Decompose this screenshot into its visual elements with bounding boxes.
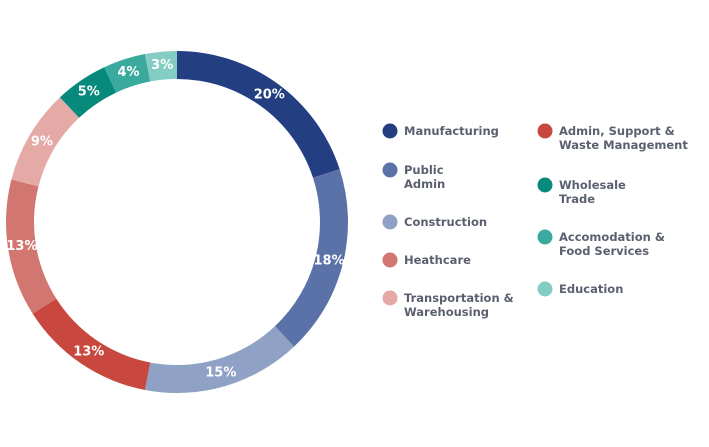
legend-label: Waste Management — [559, 138, 688, 152]
slice-labels: 20% 18% 15% 13% 13% 9% 5% 4% 3% — [6, 58, 344, 380]
legend-swatch — [382, 290, 398, 306]
slice-value-label: 20% — [254, 87, 285, 102]
donut-slice-6 — [11, 97, 80, 187]
slice-value-label: 5% — [78, 85, 100, 100]
donut-slice-7 — [59, 67, 117, 118]
donut-slice-5 — [6, 179, 57, 314]
legend-item: Accomodation &Food Services — [537, 229, 665, 258]
legend-label: Admin — [404, 177, 445, 191]
legend-item: Admin, Support &Waste Management — [537, 123, 688, 152]
donut-slice-1 — [177, 51, 340, 178]
donut-slice-9 — [144, 51, 177, 82]
legend-label: Admin, Support & — [559, 124, 675, 138]
slice-value-label: 15% — [205, 365, 236, 380]
legend-item: Transportation &Warehousing — [382, 290, 514, 319]
legend-swatch — [537, 123, 553, 139]
legend-swatch — [382, 214, 398, 230]
slice-value-label: 9% — [31, 135, 53, 150]
slice-value-label: 3% — [151, 58, 173, 73]
slice-value-label: 13% — [6, 239, 37, 254]
legend-label: Manufacturing — [404, 124, 499, 138]
legend-label: Transportation & — [404, 291, 514, 305]
donut-slice-8 — [104, 54, 151, 93]
legend-swatch — [537, 177, 553, 193]
donut-slice-3 — [144, 326, 295, 394]
legend-label: Education — [559, 282, 623, 296]
legend-label: Food Services — [559, 244, 649, 258]
legend-label: Warehousing — [404, 305, 489, 319]
legend-label: Trade — [559, 192, 595, 206]
slice-value-label: 18% — [314, 254, 345, 269]
legend-item: Education — [537, 281, 623, 297]
legend-swatch — [382, 162, 398, 178]
slice-value-label: 13% — [73, 344, 104, 359]
legend-label: Construction — [404, 215, 487, 229]
legend-label: Wholesale — [559, 178, 626, 192]
legend-label: Public — [404, 163, 444, 177]
legend-swatch — [537, 281, 553, 297]
legend-swatch — [382, 123, 398, 139]
slice-value-label: 4% — [117, 65, 139, 80]
donut-slice-4 — [32, 298, 151, 390]
legend-item: Manufacturing — [382, 123, 499, 139]
legend-swatch — [537, 229, 553, 245]
legend-label: Heathcare — [404, 253, 471, 267]
donut-slice-2 — [274, 169, 348, 347]
legend-label: Accomodation & — [559, 230, 665, 244]
legend-swatch — [382, 252, 398, 268]
donut-slices — [6, 51, 348, 394]
legend-item: Construction — [382, 214, 487, 230]
legend-item: Heathcare — [382, 252, 471, 268]
